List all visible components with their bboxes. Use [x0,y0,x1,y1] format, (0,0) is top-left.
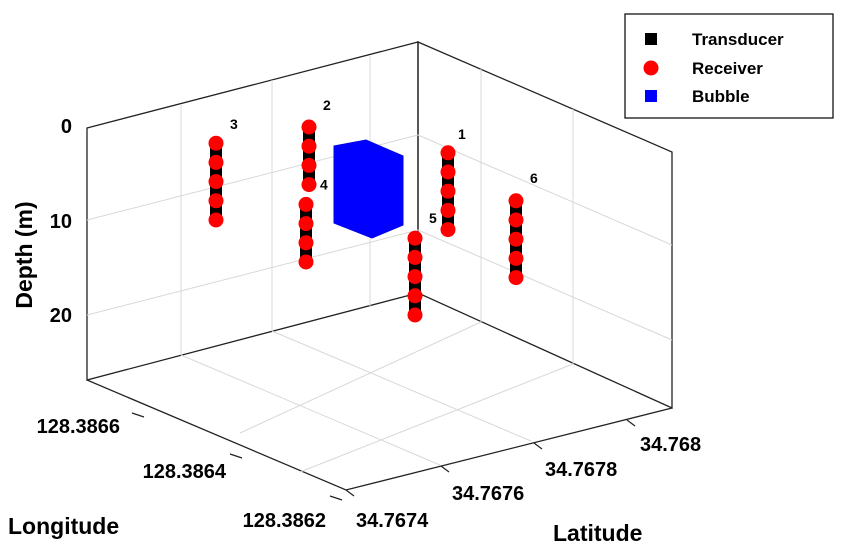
receiver-point [440,164,456,180]
string-label: 2 [323,97,331,113]
y-axis: 34.7674 34.7676 34.7678 34.768 Latitude [345,419,701,546]
legend: Transducer Receiver Bubble [624,13,834,119]
legend-marker-receiver [643,60,659,76]
legend-box [624,13,834,119]
y-tick-label: 34.7676 [452,483,524,505]
receiver-point [440,222,456,238]
x-axis: 128.3862 128.3864 128.3866 Longitude [8,412,343,539]
receiver-point [301,138,317,154]
x-tick-label: 128.3862 [243,510,326,532]
receiver-point [440,183,456,199]
receiver-point [298,216,314,232]
legend-marker-transducer [645,33,657,45]
receiver-point [407,307,423,323]
legend-label-bubble: Bubble [692,87,750,106]
receiver-point [301,157,317,173]
grid [86,55,673,473]
x-axis-label: Longitude [8,513,119,539]
legend-marker-bubble [645,90,657,102]
receiver-point [208,193,224,209]
receiver-point [301,119,317,135]
receiver-point [208,212,224,228]
receiver-point [407,269,423,285]
receiver-point [407,230,423,246]
receiver-point [407,288,423,304]
axes-box [86,41,673,491]
string-label: 6 [530,170,538,186]
z-axis: 0 10 20 Depth (m) [11,116,72,327]
receiver-point [440,145,456,161]
z-tick-label: 10 [50,211,72,233]
receiver-point [208,154,224,170]
receiver-point [208,174,224,190]
receiver-point [508,270,524,286]
x-tick-label: 128.3864 [143,461,227,483]
bubble-volume [333,139,404,239]
receiver-point [208,135,224,151]
y-tick-label: 34.768 [640,434,701,456]
string-label: 1 [458,126,466,142]
y-tick-label: 34.7674 [356,510,429,532]
receiver-point [508,212,524,228]
y-tick-label: 34.7678 [545,459,617,481]
z-axis-label: Depth (m) [11,201,37,308]
data-marks: 1 2 3 4 5 6 [208,97,538,323]
receiver-point [440,202,456,218]
y-axis-label: Latitude [553,520,642,546]
string-label: 5 [429,210,437,226]
receiver-point [508,231,524,247]
receiver-point [298,196,314,212]
legend-label-receiver: Receiver [692,59,763,78]
string-label: 4 [320,176,328,192]
z-tick-label: 20 [50,305,72,327]
receiver-point [508,250,524,266]
receiver-point [298,254,314,270]
receiver-point [508,193,524,209]
receiver-point [407,249,423,265]
x-tick-label: 128.3866 [37,416,120,438]
string-label: 3 [230,116,238,132]
receiver-point [298,235,314,251]
z-tick-label: 0 [61,116,72,138]
legend-label-transducer: Transducer [692,30,784,49]
receiver-point [301,177,317,193]
